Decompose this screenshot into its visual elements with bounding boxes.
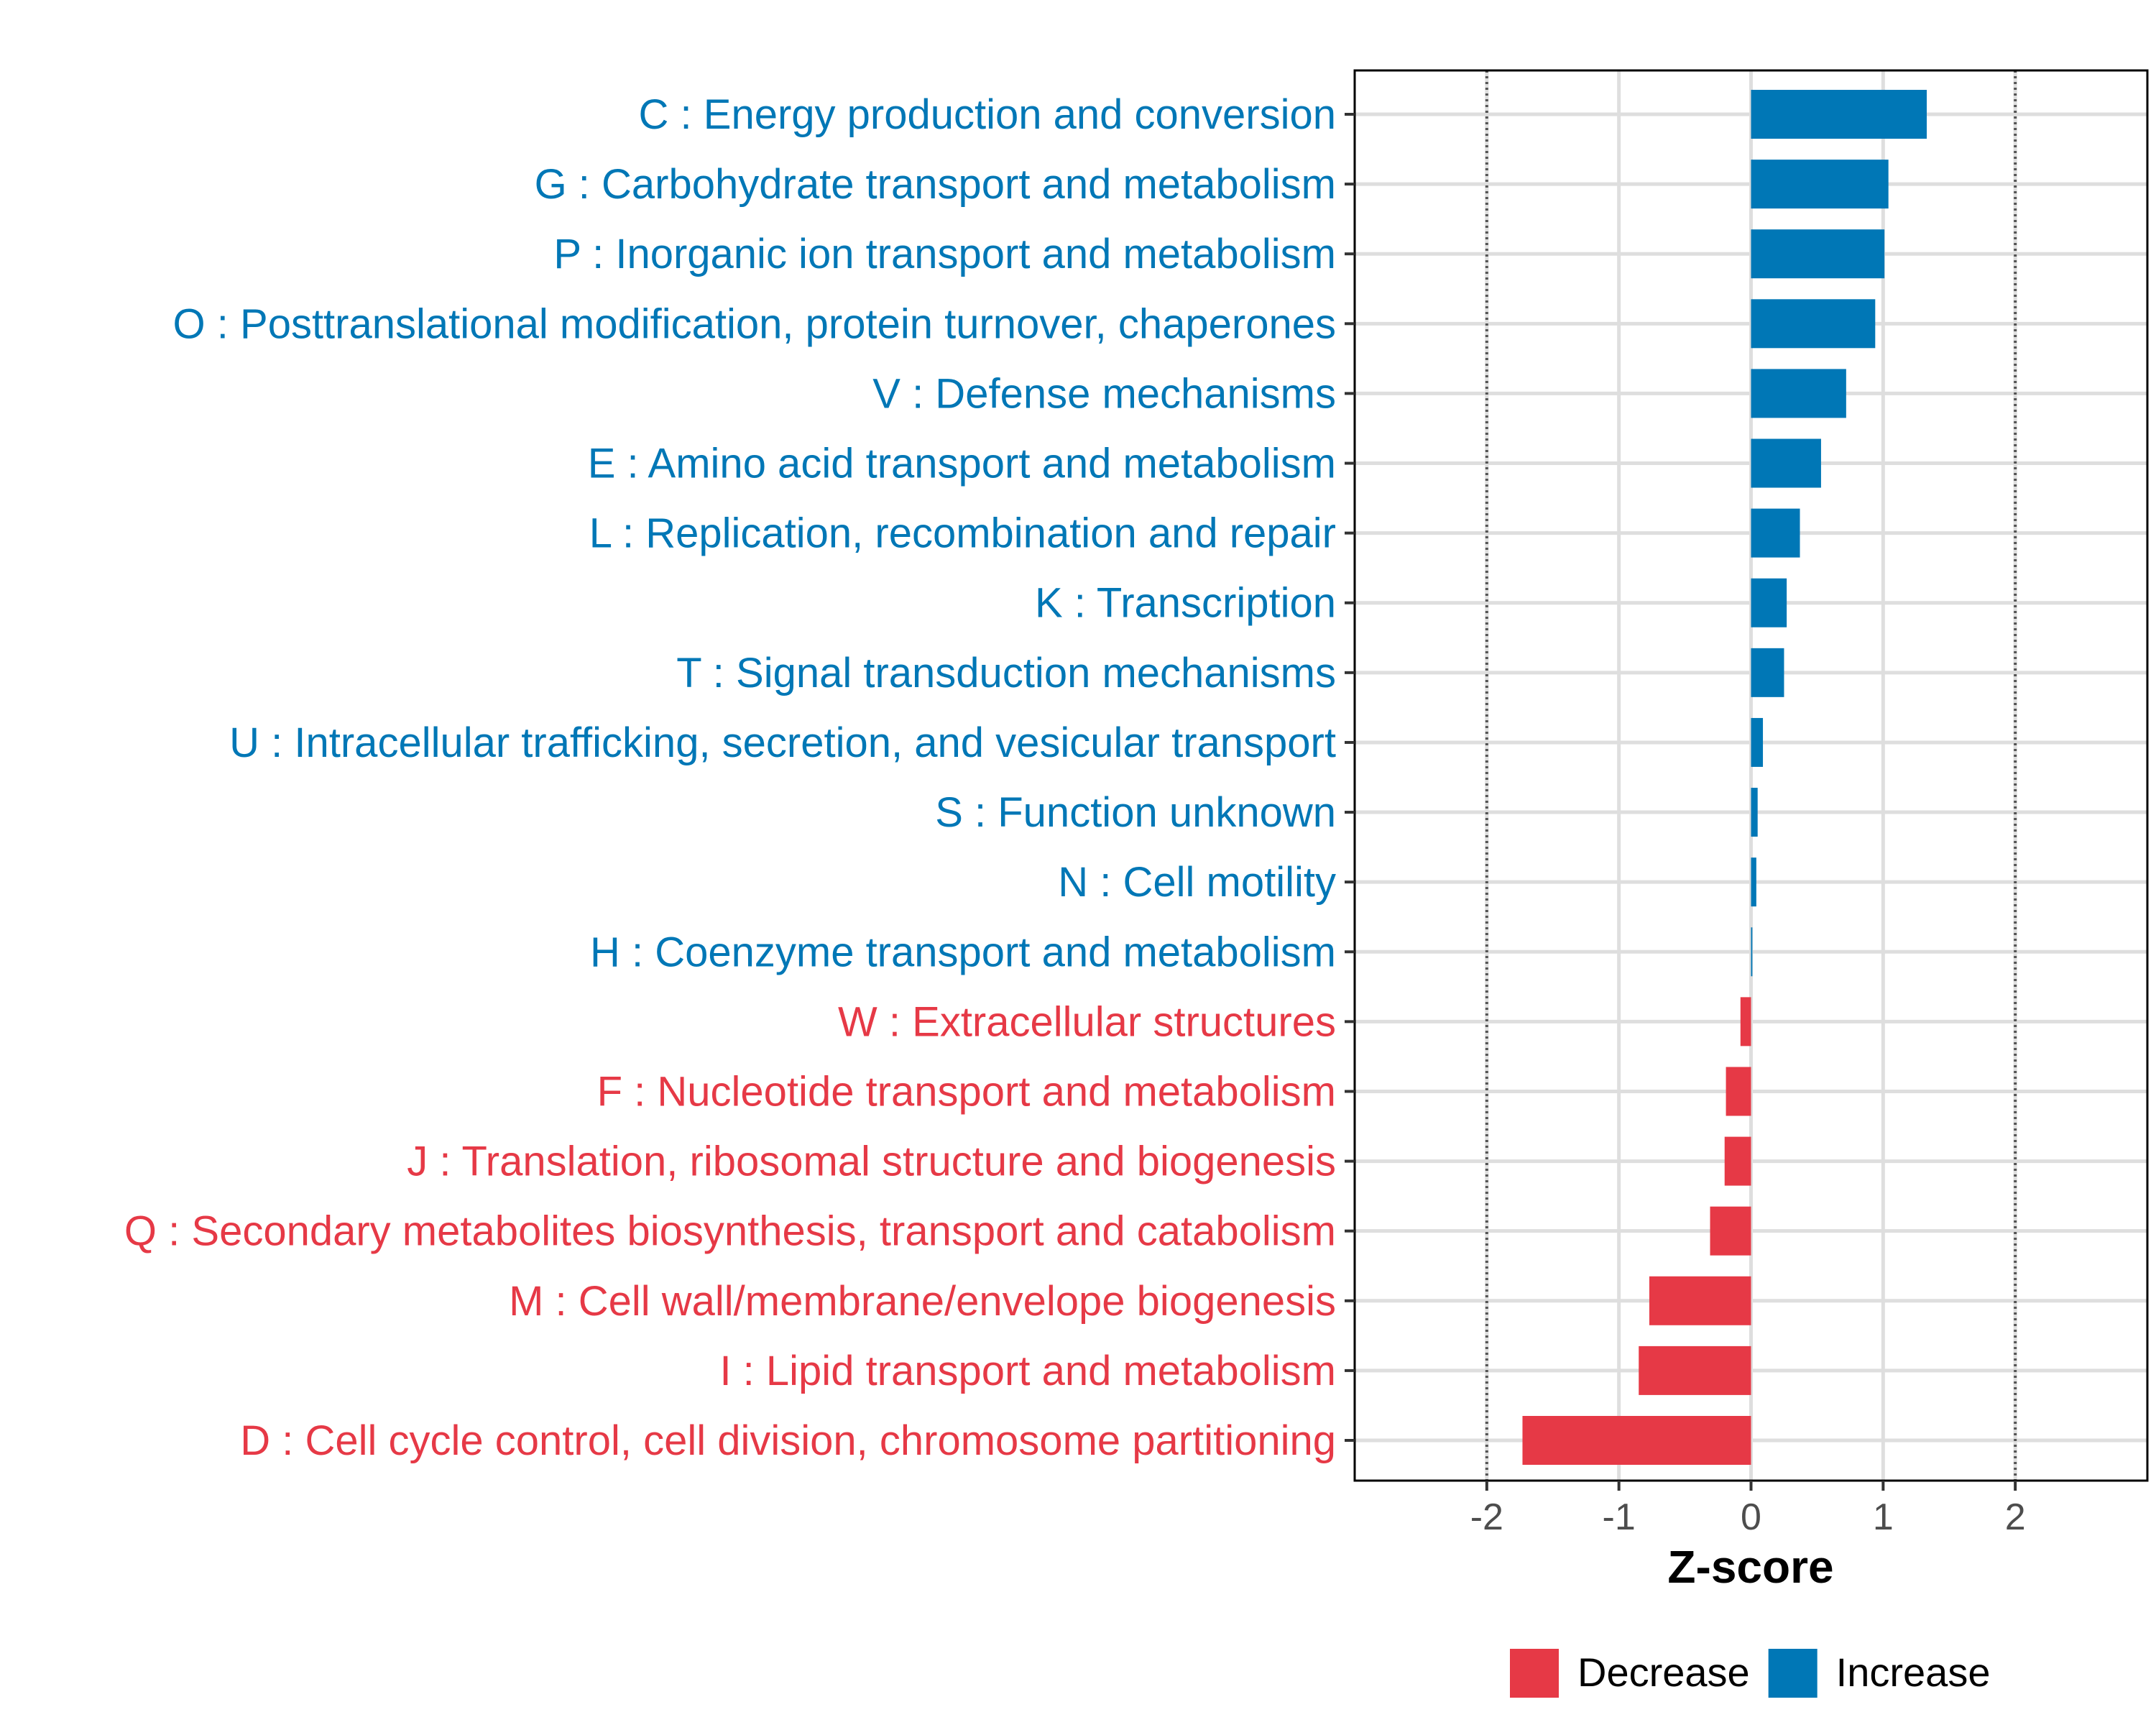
x-tick-label-2: 2 <box>2005 1496 2026 1538</box>
x-tick-label--2: -2 <box>1470 1496 1503 1538</box>
bar-f <box>1726 1067 1751 1116</box>
bar-i <box>1639 1346 1751 1395</box>
bar-g <box>1751 160 1889 209</box>
bar-s <box>1751 788 1758 837</box>
category-label-j: J : Translation, ribosomal structure and… <box>407 1138 1336 1185</box>
category-label-s: S : Function unknown <box>935 789 1336 836</box>
y-axis-ticks <box>1345 113 1355 1442</box>
bar-c <box>1751 90 1927 139</box>
bar-k <box>1751 578 1787 627</box>
legend-key-decrease <box>1510 1649 1559 1698</box>
category-label-d: D : Cell cycle control, cell division, c… <box>240 1417 1336 1464</box>
x-tick-label-1: 1 <box>1873 1496 1894 1538</box>
category-label-t: T : Signal transduction mechanisms <box>676 650 1336 696</box>
category-label-q: Q : Secondary metabolites biosynthesis, … <box>124 1208 1336 1255</box>
bar-l <box>1751 508 1800 558</box>
legend-label-decrease: Decrease <box>1577 1650 1750 1695</box>
bar-n <box>1751 857 1756 907</box>
category-label-f: F : Nucleotide transport and metabolism <box>597 1068 1336 1115</box>
bar-m <box>1649 1276 1751 1325</box>
category-label-u: U : Intracellular trafficking, secretion… <box>229 719 1336 766</box>
bar-v <box>1751 369 1846 418</box>
bar-e <box>1751 438 1821 488</box>
legend-key-increase <box>1768 1649 1818 1698</box>
category-labels: C : Energy production and conversion G : … <box>124 91 1336 1464</box>
category-label-i: I : Lipid transport and metabolism <box>719 1348 1336 1394</box>
legend: Decrease Increase <box>1510 1649 1990 1698</box>
bar-p <box>1751 229 1885 279</box>
category-label-k: K : Transcription <box>1035 580 1336 627</box>
category-label-l: L : Replication, recombination and repai… <box>589 510 1336 557</box>
category-label-v: V : Defense mechanisms <box>872 370 1336 417</box>
bar-h <box>1751 927 1753 977</box>
category-label-e: E : Amino acid transport and metabolism <box>588 441 1336 487</box>
bar-q <box>1710 1206 1751 1256</box>
x-axis: -2 -1 0 1 2 <box>1470 1481 2026 1538</box>
x-axis-title: Z-score <box>1667 1541 1833 1593</box>
bars <box>1522 90 1927 1465</box>
legend-label-increase: Increase <box>1836 1650 1991 1695</box>
category-label-m: M : Cell wall/membrane/envelope biogenes… <box>509 1278 1336 1325</box>
x-tick-label--1: -1 <box>1603 1496 1636 1538</box>
bar-o <box>1751 299 1876 349</box>
bar-u <box>1751 717 1764 767</box>
bar-t <box>1751 648 1784 697</box>
bar-w <box>1740 997 1751 1046</box>
x-tick-label-0: 0 <box>1741 1496 1761 1538</box>
category-label-h: H : Coenzyme transport and metabolism <box>590 929 1336 975</box>
bar-j <box>1724 1136 1751 1186</box>
category-label-o: O : Posttranslational modification, prot… <box>173 300 1336 347</box>
category-label-p: P : Inorganic ion transport and metaboli… <box>553 231 1336 277</box>
category-label-w: W : Extracellular structures <box>838 998 1336 1045</box>
category-label-c: C : Energy production and conversion <box>639 91 1336 138</box>
bar-d <box>1522 1416 1751 1465</box>
category-label-g: G : Carbohydrate transport and metabolis… <box>535 161 1336 208</box>
category-label-n: N : Cell motility <box>1058 859 1336 906</box>
